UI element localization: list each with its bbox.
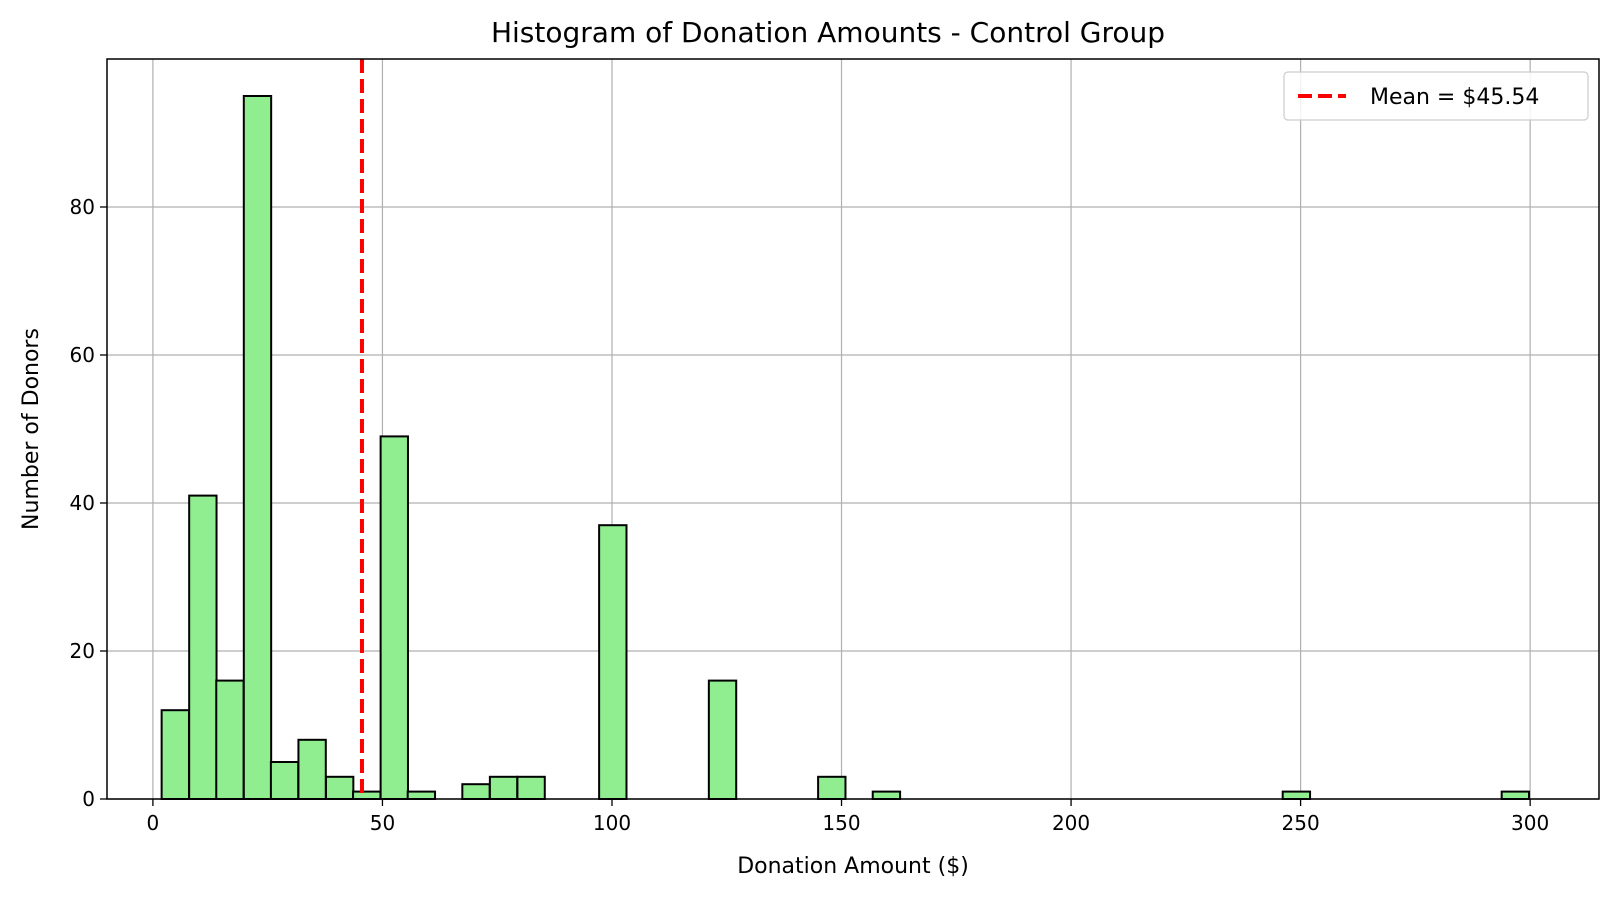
- histogram-bar: [379, 435, 409, 800]
- histogram-bar: [1500, 790, 1531, 800]
- x-tick-label: 200: [1052, 811, 1090, 835]
- histogram-bar: [488, 775, 519, 800]
- histogram-bar: [352, 790, 382, 800]
- legend-label: Mean = $45.54: [1370, 85, 1539, 110]
- y-tick-label: 40: [70, 491, 95, 515]
- histogram-bar: [817, 775, 847, 800]
- histogram-bar: [242, 95, 273, 800]
- y-axis-label: Number of Donors: [19, 328, 44, 530]
- plot-frame: [106, 58, 1600, 800]
- histogram-bar: [297, 738, 327, 800]
- histogram-bar: [215, 679, 245, 800]
- histogram-bar: [1281, 790, 1312, 800]
- x-tick-label: 150: [822, 811, 860, 835]
- x-tick-label: 0: [147, 811, 160, 835]
- chart-title: Histogram of Donation Amounts - Control …: [491, 16, 1165, 49]
- histogram-bar: [598, 524, 628, 800]
- x-tick-label: 300: [1511, 811, 1549, 835]
- histogram-bar: [406, 790, 437, 800]
- y-axis-ticks: 0 20 40 60 80: [70, 195, 107, 811]
- histogram-bars: [160, 95, 1531, 801]
- histogram-bar: [461, 783, 491, 801]
- histogram-bar: [324, 775, 355, 800]
- histogram-bar: [707, 679, 738, 800]
- legend-box: [1283, 71, 1589, 121]
- y-tick-label: 20: [70, 639, 95, 663]
- legend: Mean = $45.54: [1283, 71, 1589, 121]
- histogram-bar: [269, 761, 300, 800]
- y-tick-label: 80: [70, 195, 95, 219]
- histogram-bar: [871, 790, 902, 800]
- y-tick-label: 60: [70, 343, 95, 367]
- histogram-bar: [160, 709, 190, 801]
- y-tick-label: 0: [82, 787, 95, 811]
- x-tick-label: 50: [370, 811, 395, 835]
- histogram-bar: [188, 494, 218, 800]
- x-axis-ticks: 0 50 100 150 200 250 300: [147, 799, 1549, 835]
- x-tick-label: 250: [1282, 811, 1320, 835]
- x-axis-label: Donation Amount ($): [737, 854, 969, 879]
- x-tick-label: 100: [593, 811, 631, 835]
- histogram-bar: [516, 775, 546, 800]
